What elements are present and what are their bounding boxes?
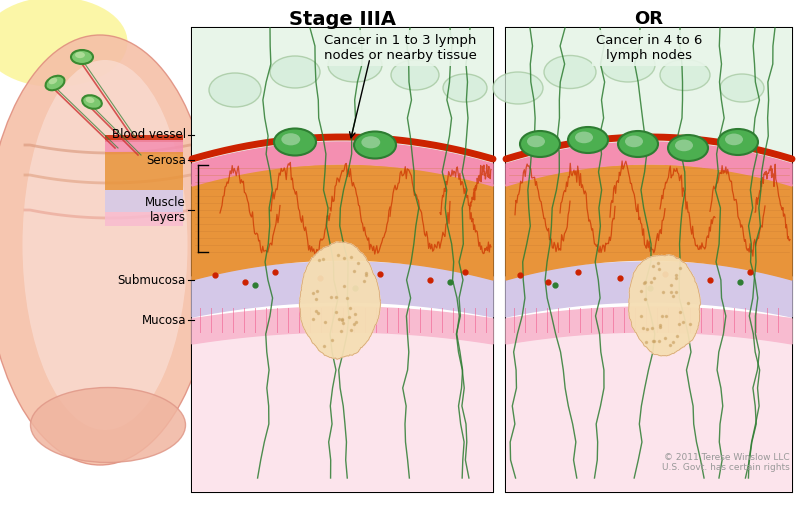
Bar xyxy=(105,190,183,212)
Text: Blood vessel: Blood vessel xyxy=(112,128,186,141)
Ellipse shape xyxy=(270,56,320,88)
Text: Cancer in 4 to 6
lymph nodes: Cancer in 4 to 6 lymph nodes xyxy=(596,34,702,62)
Text: Serosa: Serosa xyxy=(146,153,186,166)
Ellipse shape xyxy=(328,48,382,82)
Polygon shape xyxy=(629,255,701,356)
Ellipse shape xyxy=(75,52,85,58)
Ellipse shape xyxy=(720,74,764,102)
Ellipse shape xyxy=(282,133,300,146)
Ellipse shape xyxy=(0,35,215,465)
Bar xyxy=(192,28,493,165)
Ellipse shape xyxy=(718,129,758,155)
Bar xyxy=(192,28,493,492)
Ellipse shape xyxy=(668,135,708,161)
Bar xyxy=(506,28,792,492)
Bar xyxy=(506,28,792,165)
Ellipse shape xyxy=(391,60,439,90)
Text: Mucosa: Mucosa xyxy=(142,314,186,327)
Polygon shape xyxy=(192,165,493,280)
Bar xyxy=(105,212,183,226)
Ellipse shape xyxy=(82,95,102,109)
Ellipse shape xyxy=(544,56,596,88)
Ellipse shape xyxy=(527,136,545,147)
Polygon shape xyxy=(192,142,493,186)
Polygon shape xyxy=(506,142,792,186)
Ellipse shape xyxy=(675,139,693,151)
Text: Cancer in 1 to 3 lymph
nodes or nearby tissue: Cancer in 1 to 3 lymph nodes or nearby t… xyxy=(323,34,477,62)
Ellipse shape xyxy=(86,97,94,103)
Text: © 2011 Terese Winslow LLC
U.S. Govt. has certain rights: © 2011 Terese Winslow LLC U.S. Govt. has… xyxy=(662,452,790,472)
Ellipse shape xyxy=(22,60,187,430)
Ellipse shape xyxy=(362,136,380,148)
Ellipse shape xyxy=(575,132,593,143)
Ellipse shape xyxy=(601,48,655,82)
Ellipse shape xyxy=(30,387,186,462)
Ellipse shape xyxy=(46,76,65,90)
Ellipse shape xyxy=(209,73,261,107)
Bar xyxy=(105,152,183,190)
Polygon shape xyxy=(192,262,493,317)
Ellipse shape xyxy=(520,131,560,157)
Bar xyxy=(192,317,493,492)
Ellipse shape xyxy=(625,136,643,147)
Text: Submucosa: Submucosa xyxy=(118,274,186,287)
Bar xyxy=(506,317,792,492)
Polygon shape xyxy=(506,307,792,344)
Ellipse shape xyxy=(274,128,316,155)
Ellipse shape xyxy=(725,134,743,145)
Ellipse shape xyxy=(618,131,658,157)
Ellipse shape xyxy=(49,77,58,84)
Bar xyxy=(105,135,183,142)
Text: OR: OR xyxy=(634,10,663,28)
Polygon shape xyxy=(506,165,792,280)
Text: Stage IIIA: Stage IIIA xyxy=(289,10,396,29)
Text: Muscle
layers: Muscle layers xyxy=(146,196,186,224)
Ellipse shape xyxy=(354,132,396,159)
Ellipse shape xyxy=(568,127,608,153)
Ellipse shape xyxy=(443,74,487,102)
Ellipse shape xyxy=(660,59,710,90)
Polygon shape xyxy=(192,307,493,344)
Polygon shape xyxy=(506,262,792,317)
Ellipse shape xyxy=(0,0,127,87)
Ellipse shape xyxy=(71,50,93,64)
Polygon shape xyxy=(299,242,381,359)
Ellipse shape xyxy=(493,72,543,104)
Bar xyxy=(105,140,183,154)
